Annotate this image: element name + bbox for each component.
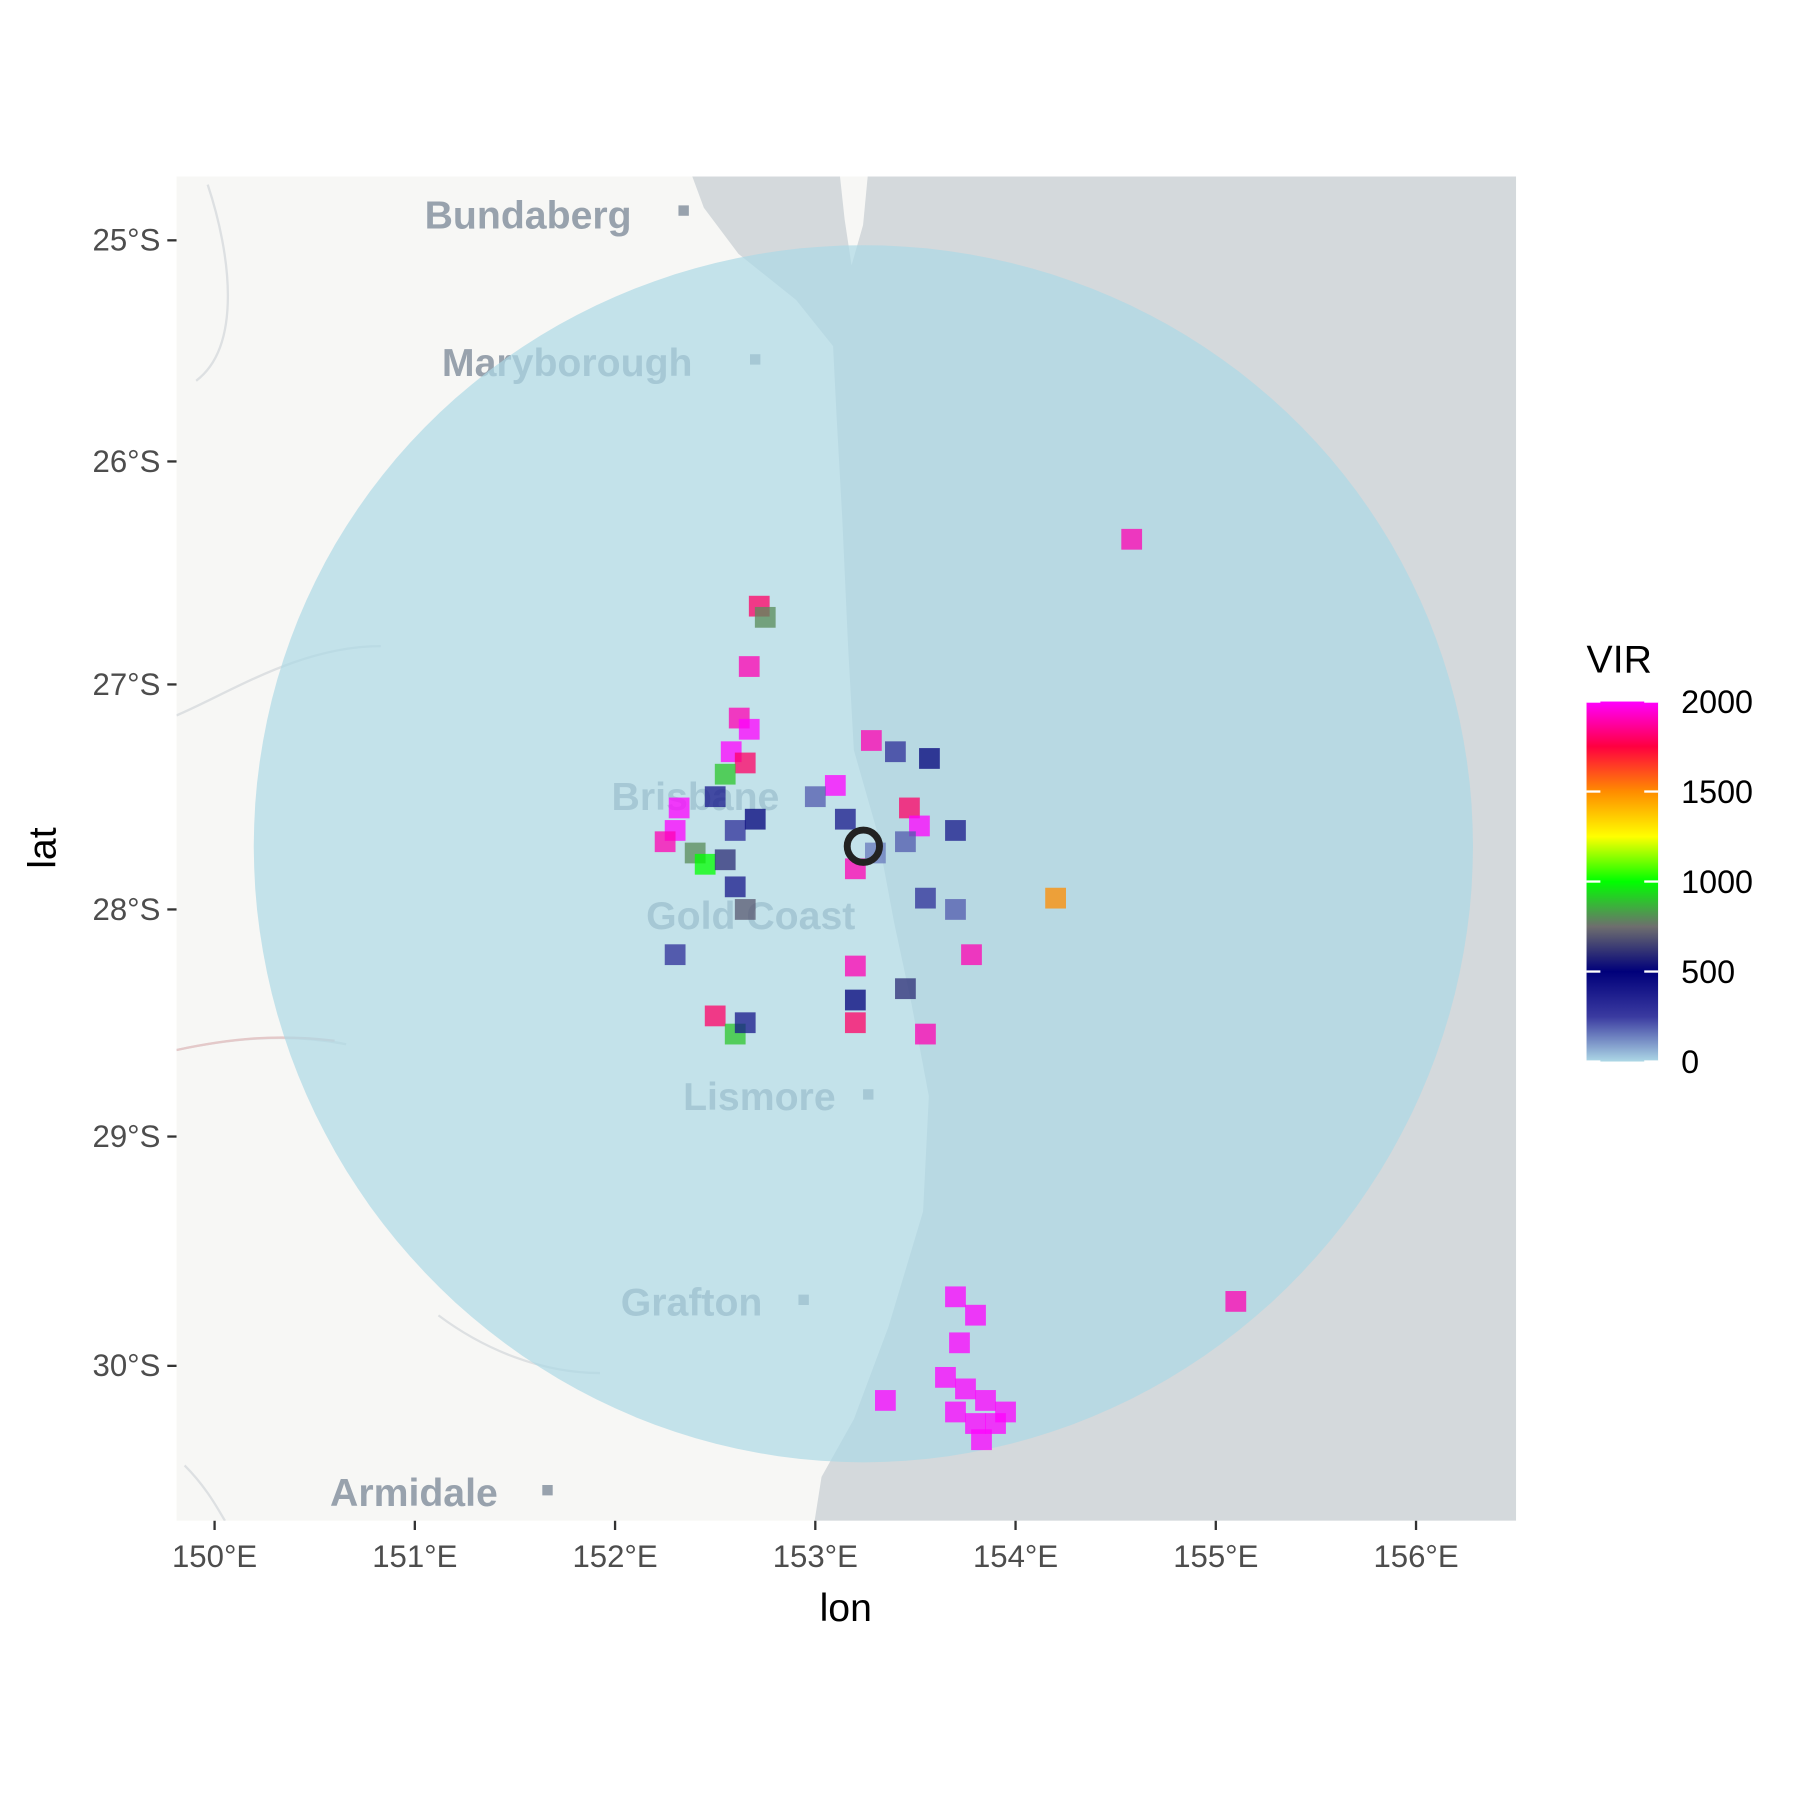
y-tick-label: 28°S bbox=[93, 892, 161, 927]
echo bbox=[915, 1023, 936, 1045]
x-tick-label: 151°E bbox=[372, 1539, 457, 1574]
echo bbox=[744, 808, 766, 830]
y-tick-label: 29°S bbox=[93, 1119, 161, 1154]
echo bbox=[654, 831, 676, 853]
echo bbox=[844, 955, 866, 977]
echo bbox=[724, 876, 746, 898]
echo bbox=[704, 1005, 726, 1027]
echo bbox=[895, 831, 916, 853]
echo bbox=[714, 849, 736, 871]
echo bbox=[1045, 887, 1066, 909]
legend-tick-label: 1500 bbox=[1681, 774, 1753, 810]
echo bbox=[734, 1012, 756, 1034]
legend-title: VIR bbox=[1587, 638, 1652, 682]
legend: 0 500 1000 1500 2000 bbox=[1586, 684, 1753, 1080]
echo bbox=[824, 775, 846, 796]
city-label: Bundaberg bbox=[425, 193, 632, 237]
echo bbox=[668, 797, 690, 819]
legend-tick-label: 0 bbox=[1681, 1044, 1699, 1080]
echo bbox=[899, 797, 920, 819]
y-tick-label: 27°S bbox=[93, 667, 161, 702]
island bbox=[840, 176, 868, 266]
x-tick-label: 152°E bbox=[572, 1539, 657, 1574]
legend-tick-label: 1000 bbox=[1681, 864, 1753, 900]
echo bbox=[724, 820, 746, 841]
echo bbox=[945, 899, 966, 920]
echo bbox=[860, 730, 882, 751]
city-marker bbox=[542, 1485, 553, 1496]
echo bbox=[1225, 1291, 1247, 1312]
city-marker bbox=[678, 205, 689, 216]
echo bbox=[885, 741, 906, 763]
legend-tick-label: 2000 bbox=[1681, 684, 1753, 720]
echo bbox=[694, 853, 716, 875]
echo bbox=[915, 887, 936, 909]
echo bbox=[971, 1429, 992, 1451]
echo bbox=[945, 820, 966, 841]
echo bbox=[909, 815, 930, 837]
echo bbox=[919, 748, 940, 769]
legend-tick-label: 500 bbox=[1681, 954, 1735, 990]
y-tick-label: 25°S bbox=[93, 223, 161, 258]
echo bbox=[995, 1401, 1016, 1423]
y-tick-label: 30°S bbox=[93, 1348, 161, 1383]
echo bbox=[975, 1390, 996, 1411]
echo bbox=[714, 763, 736, 785]
radar-site bbox=[843, 826, 883, 866]
echo bbox=[844, 989, 866, 1011]
x-tick-label: 154°E bbox=[973, 1539, 1058, 1574]
echo bbox=[754, 606, 776, 628]
echo bbox=[955, 1378, 976, 1400]
echo bbox=[961, 944, 982, 966]
echo bbox=[965, 1413, 986, 1434]
echo bbox=[734, 899, 756, 920]
echo bbox=[895, 978, 916, 1000]
y-tick-label: 26°S bbox=[93, 444, 161, 479]
echo bbox=[949, 1332, 970, 1354]
x-axis-title: lon bbox=[820, 1586, 872, 1630]
echo bbox=[875, 1390, 896, 1411]
echo bbox=[965, 1304, 986, 1326]
echo bbox=[945, 1401, 966, 1423]
basemap: Bundaberg Maryborough Brisbane Gold Coas… bbox=[176, 176, 1517, 1521]
echo bbox=[664, 944, 686, 966]
x-tick-label: 150°E bbox=[172, 1539, 257, 1574]
radar-coverage bbox=[253, 245, 1474, 1463]
echo bbox=[734, 752, 756, 774]
echo bbox=[704, 786, 726, 808]
x-tick-label: 155°E bbox=[1173, 1539, 1258, 1574]
echo bbox=[1121, 528, 1143, 550]
radar-layer bbox=[253, 245, 1474, 1463]
y-axis-title: lat bbox=[20, 827, 64, 869]
echo bbox=[945, 1286, 966, 1308]
echo bbox=[804, 786, 826, 808]
echo bbox=[834, 808, 856, 830]
echo bbox=[844, 1012, 866, 1034]
x-tick-label: 153°E bbox=[773, 1539, 858, 1574]
echo bbox=[738, 718, 760, 740]
x-tick-label: 156°E bbox=[1373, 1539, 1458, 1574]
axes: 150°E 151°E 152°E 153°E 154°E 155°E 156°E 25°S 2… bbox=[93, 223, 1459, 1574]
city-label: Armidale bbox=[330, 1471, 498, 1515]
echo bbox=[738, 656, 760, 677]
echo bbox=[935, 1366, 956, 1388]
